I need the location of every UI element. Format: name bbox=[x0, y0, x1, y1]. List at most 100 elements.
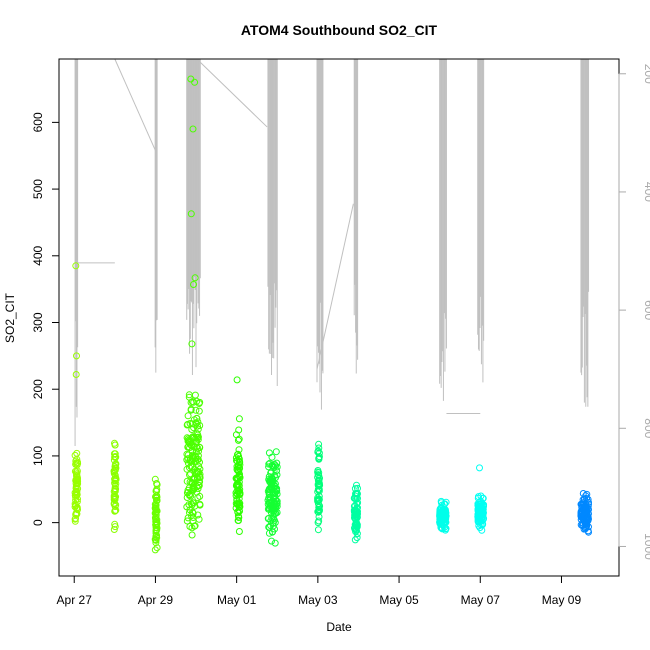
data-point bbox=[184, 412, 192, 420]
data-point bbox=[111, 477, 119, 485]
data-point bbox=[350, 508, 358, 516]
data-point bbox=[314, 526, 322, 534]
data-point bbox=[233, 495, 241, 503]
data-point bbox=[477, 521, 485, 529]
chart-title: ATOM4 Southbound SO2_CIT bbox=[241, 22, 438, 38]
data-point bbox=[111, 450, 119, 458]
data-point bbox=[233, 487, 241, 495]
right-series-connector bbox=[114, 58, 156, 151]
y-axis: 0 100 200 300 400 500 600 bbox=[31, 112, 60, 526]
data-point bbox=[152, 506, 160, 513]
y-tick-label: 100 bbox=[31, 446, 45, 466]
y-right-tick-label: 600 bbox=[642, 300, 650, 320]
data-point bbox=[187, 399, 195, 406]
x-tick-label: May 09 bbox=[542, 593, 582, 607]
outlier-point bbox=[73, 352, 80, 360]
data-point bbox=[191, 468, 199, 476]
data-point bbox=[183, 494, 191, 501]
data-point bbox=[236, 474, 244, 482]
data-point bbox=[195, 407, 203, 415]
outlier-point bbox=[187, 210, 195, 218]
data-point bbox=[480, 509, 487, 517]
data-point bbox=[111, 471, 119, 479]
data-point bbox=[354, 499, 362, 507]
y-right-tick-label: 200 bbox=[642, 64, 650, 84]
data-point bbox=[474, 494, 482, 502]
data-point bbox=[111, 453, 119, 461]
data-point bbox=[194, 445, 202, 452]
data-point bbox=[265, 489, 273, 497]
x-tick-label: May 03 bbox=[298, 593, 338, 607]
data-point bbox=[184, 443, 192, 451]
data-point bbox=[441, 508, 449, 516]
data-point bbox=[271, 539, 279, 547]
data-point bbox=[151, 546, 159, 554]
data-point bbox=[71, 491, 79, 499]
data-point bbox=[273, 459, 281, 467]
data-point bbox=[189, 514, 197, 521]
data-point bbox=[235, 528, 243, 535]
data-point bbox=[111, 520, 119, 528]
outlier-point bbox=[72, 262, 80, 270]
data-point bbox=[353, 481, 360, 489]
x-tick-label: Apr 29 bbox=[138, 593, 174, 607]
data-point bbox=[233, 500, 241, 508]
data-point bbox=[152, 501, 160, 509]
data-point bbox=[352, 514, 360, 522]
data-point bbox=[314, 496, 322, 504]
data-point bbox=[582, 511, 590, 519]
data-point bbox=[186, 509, 193, 517]
data-point bbox=[183, 456, 191, 464]
data-point bbox=[111, 485, 119, 493]
data-point bbox=[235, 446, 243, 454]
data-point bbox=[353, 489, 361, 497]
data-point bbox=[153, 531, 160, 539]
data-point bbox=[271, 503, 279, 511]
data-point bbox=[315, 476, 323, 484]
y-tick-label: 500 bbox=[31, 179, 45, 199]
data-point bbox=[438, 508, 446, 516]
data-point bbox=[194, 494, 202, 502]
data-point bbox=[196, 473, 204, 481]
data-point bbox=[273, 471, 281, 479]
data-point bbox=[352, 528, 360, 536]
data-point bbox=[353, 527, 360, 535]
data-point bbox=[153, 520, 161, 528]
data-point bbox=[183, 477, 191, 485]
data-point bbox=[271, 519, 279, 526]
data-point bbox=[111, 507, 119, 515]
data-point bbox=[71, 517, 79, 525]
data-point bbox=[186, 523, 194, 530]
data-point bbox=[584, 527, 592, 535]
data-point bbox=[315, 453, 323, 461]
data-point bbox=[189, 483, 197, 491]
data-point bbox=[234, 512, 242, 520]
data-point bbox=[111, 487, 119, 495]
data-point bbox=[270, 515, 278, 523]
y-tick-label: 600 bbox=[31, 112, 45, 132]
data-point bbox=[315, 444, 323, 452]
data-point bbox=[271, 493, 279, 500]
data-point bbox=[315, 440, 323, 448]
data-point bbox=[314, 448, 322, 456]
x-axis-title: Date bbox=[326, 620, 352, 634]
data-point bbox=[438, 525, 446, 533]
data-point bbox=[186, 464, 193, 472]
data-point bbox=[194, 452, 202, 460]
data-point bbox=[73, 470, 81, 478]
data-point bbox=[194, 436, 202, 443]
data-point bbox=[232, 489, 240, 497]
data-point bbox=[235, 455, 243, 463]
outlier-point bbox=[191, 78, 199, 86]
y-tick-label: 0 bbox=[31, 519, 45, 526]
right-axis-series bbox=[74, 58, 590, 447]
data-point bbox=[188, 463, 196, 471]
data-point bbox=[186, 471, 193, 479]
data-point bbox=[273, 463, 281, 471]
data-point bbox=[233, 465, 241, 473]
data-point bbox=[188, 531, 196, 539]
data-point bbox=[71, 500, 79, 508]
data-point bbox=[583, 514, 591, 522]
data-point bbox=[234, 517, 242, 524]
data-point bbox=[193, 483, 201, 491]
